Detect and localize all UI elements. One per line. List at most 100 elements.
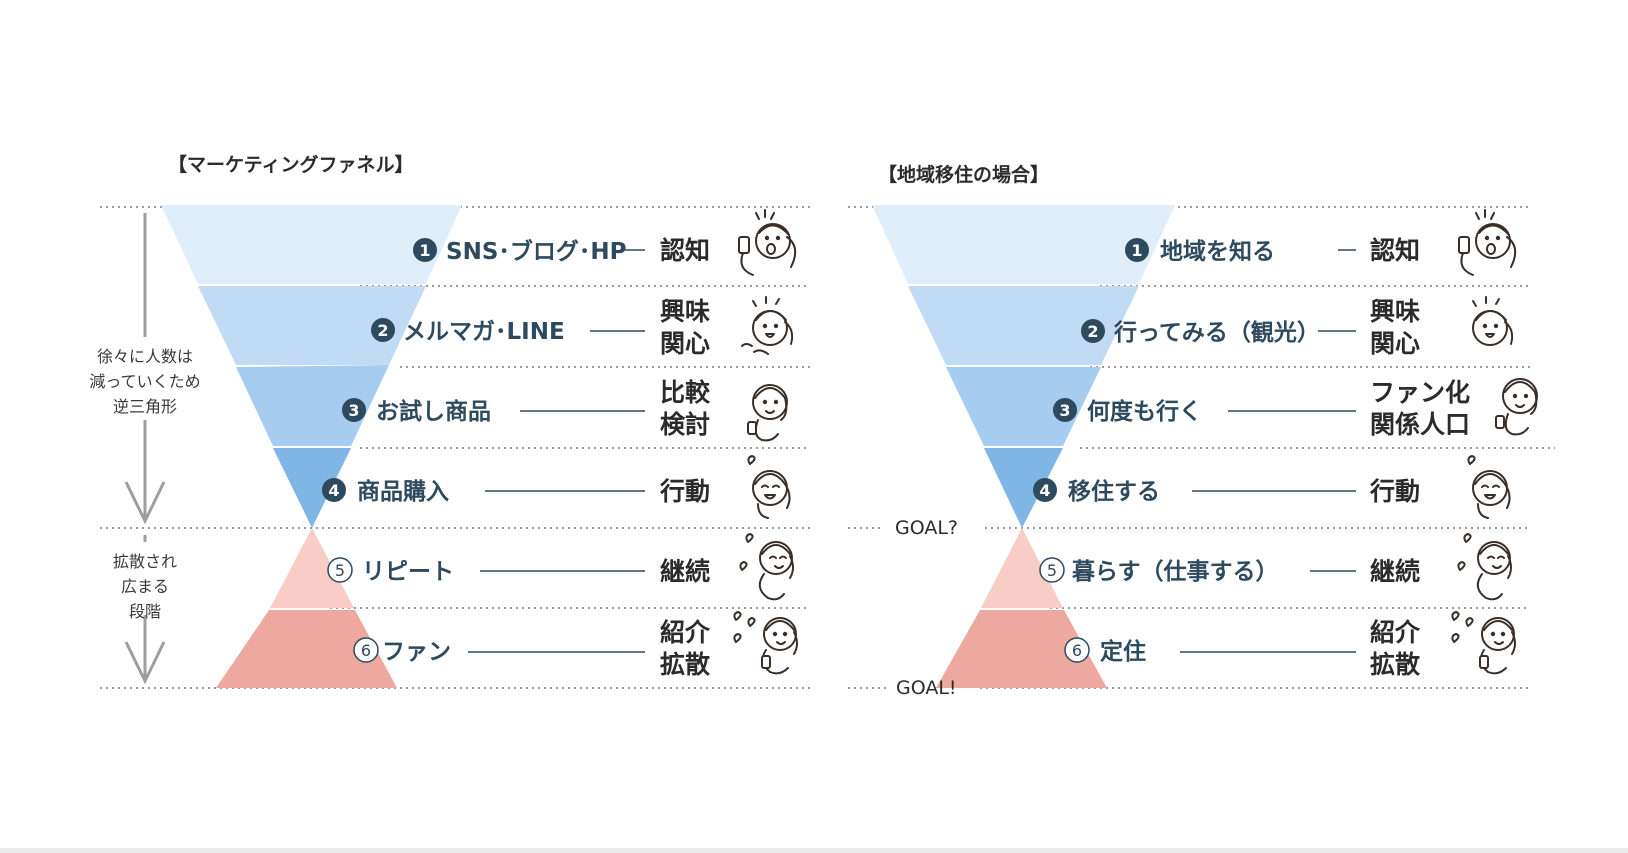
left-funnel-tier-3 [236, 365, 389, 446]
bottom-border [0, 848, 1628, 853]
step-number-badge [1064, 637, 1090, 663]
stage-label: 地域を知る [1160, 238, 1275, 265]
stage-result-line-1: 紹介 [660, 618, 711, 647]
stage-label: 商品購入 [357, 478, 449, 505]
step-number-badge [1125, 238, 1149, 262]
step-number-badge [327, 557, 353, 583]
left-funnel-tier-4 [273, 448, 351, 528]
goal-question-label: GOAL? [895, 517, 958, 539]
left-stage-3: 3 お試し商品 比較 検討 [342, 378, 711, 439]
stage-result: 継続 [1370, 557, 1420, 586]
stage-label: 暮らす（仕事する） [1071, 558, 1279, 585]
step-number: 3 [348, 401, 359, 420]
step-number: 1 [1131, 241, 1142, 260]
stage-result: 行動 [659, 477, 710, 506]
right-stage-2: 2 行ってみる（観光） 興味 関心 [1081, 297, 1420, 358]
step-number: 2 [1087, 322, 1098, 341]
stage-result-line-1: 興味 [1370, 297, 1420, 326]
stage-result: 行動 [1369, 477, 1420, 506]
step-number-badge [1053, 398, 1077, 422]
stage-result-line-1: ファン化 [1370, 378, 1470, 407]
side-note-top-line-2: 減っていくため [89, 372, 200, 391]
stage-result-line-1: 興味 [660, 297, 710, 326]
left-funnel-tier-1 [161, 205, 462, 284]
curious-person-icon [1472, 296, 1514, 346]
right-funnel-tier-2 [908, 286, 1139, 365]
step-number-badge [1039, 557, 1065, 583]
step-number: 1 [419, 241, 430, 260]
left-stage-5: 5 リピート 継続 [327, 557, 710, 586]
left-title: 【マーケティングファネル】 [168, 153, 413, 176]
step-number-badge [1033, 478, 1057, 502]
stage-label: 行ってみる（観光） [1113, 319, 1320, 346]
side-note-bottom-line-2: 広まる [121, 577, 169, 596]
stage-result-line-2: 拡散 [1370, 650, 1420, 679]
stage-label: SNS･ブログ･HP [446, 238, 627, 265]
step-number-badge [1081, 319, 1105, 343]
step-number: 5 [1047, 561, 1057, 580]
stage-label: メルマガ･LINE [403, 319, 565, 345]
right-stage-5: 5 暮らす（仕事する） 継続 [1039, 557, 1420, 586]
step-number-badge [342, 398, 366, 422]
happy-person-icon [747, 455, 791, 519]
stage-result: 認知 [1370, 236, 1420, 265]
surprised-person-with-phone-icon [738, 209, 797, 276]
stage-label: ファン [382, 639, 451, 665]
stage-label: お試し商品 [376, 398, 491, 425]
left-down-arrow-bottom [124, 535, 166, 685]
person-sharing-hearts-icon [1451, 611, 1516, 675]
stage-label: 何度も行く [1087, 398, 1202, 425]
left-stage-1: 1 SNS･ブログ･HP 認知 [413, 236, 710, 265]
stage-result-line-2: 検討 [660, 410, 710, 439]
step-number-badge [413, 238, 437, 262]
left-pyramid-tier-5 [270, 528, 354, 608]
right-stage-4: 4 移住する 行動 [1033, 477, 1420, 506]
step-number: 3 [1059, 401, 1070, 420]
step-number-badge [353, 637, 379, 663]
stage-result: 認知 [660, 236, 710, 265]
right-diagram: 【地域移住の場合】 GOAL? GOAL! 1 地域を知る 認知 [848, 163, 1555, 699]
stage-label: 定住 [1100, 638, 1146, 665]
curious-person-icon [741, 296, 794, 355]
person-comparing-icon [1495, 378, 1538, 436]
person-comparing-icon [747, 384, 788, 442]
right-pyramid-tier-5 [981, 528, 1063, 608]
stage-label: 移住する [1068, 478, 1160, 505]
left-down-arrow-top [124, 213, 166, 525]
stage-result-line-1: 比較 [660, 378, 711, 407]
right-pyramid-tier-6 [936, 610, 1107, 688]
right-stage-6: 6 定住 紹介 拡散 [1064, 618, 1421, 679]
person-sharing-hearts-icon [733, 611, 798, 675]
left-stage-6: 6 ファン 紹介 拡散 [353, 618, 711, 679]
stage-result-line-2: 関心 [660, 329, 710, 358]
left-funnel-tier-2 [198, 286, 426, 365]
stage-result-line-1: 紹介 [1370, 618, 1421, 647]
left-stage-4: 4 商品購入 行動 [322, 477, 710, 506]
stage-result-line-2: 関係人口 [1370, 410, 1470, 439]
goal-reached-label: GOAL! [896, 677, 957, 699]
right-funnel-tier-1 [872, 205, 1175, 284]
person-with-hearts-icon [739, 533, 794, 601]
left-pyramid-tier-6 [216, 610, 397, 688]
stage-label: リピート [362, 559, 454, 585]
stage-result-line-2: 拡散 [660, 650, 710, 679]
right-stage-1: 1 地域を知る 認知 [1125, 236, 1420, 265]
step-number-badge [371, 318, 395, 342]
step-number: 6 [361, 641, 371, 660]
left-diagram: 【マーケティングファネル】 徐々に人数は [89, 153, 810, 689]
person-with-hearts-icon [1457, 533, 1512, 601]
stage-result: 継続 [660, 557, 710, 586]
right-funnel-tier-4 [984, 448, 1063, 528]
step-number: 2 [377, 321, 388, 340]
side-note-bottom-line-3: 段階 [129, 602, 161, 621]
surprised-person-with-phone-icon [1458, 209, 1517, 276]
happy-person-icon [1467, 455, 1511, 519]
step-number: 5 [335, 561, 345, 580]
side-note-top-line-1: 徐々に人数は [97, 347, 193, 366]
step-number: 6 [1072, 641, 1082, 660]
right-funnel-tier-3 [946, 367, 1101, 446]
right-title: 【地域移住の場合】 [878, 163, 1049, 186]
side-note-bottom-line-1: 拡散され [113, 552, 177, 571]
step-number-badge [322, 478, 346, 502]
right-stage-3: 3 何度も行く ファン化 関係人口 [1053, 378, 1470, 439]
